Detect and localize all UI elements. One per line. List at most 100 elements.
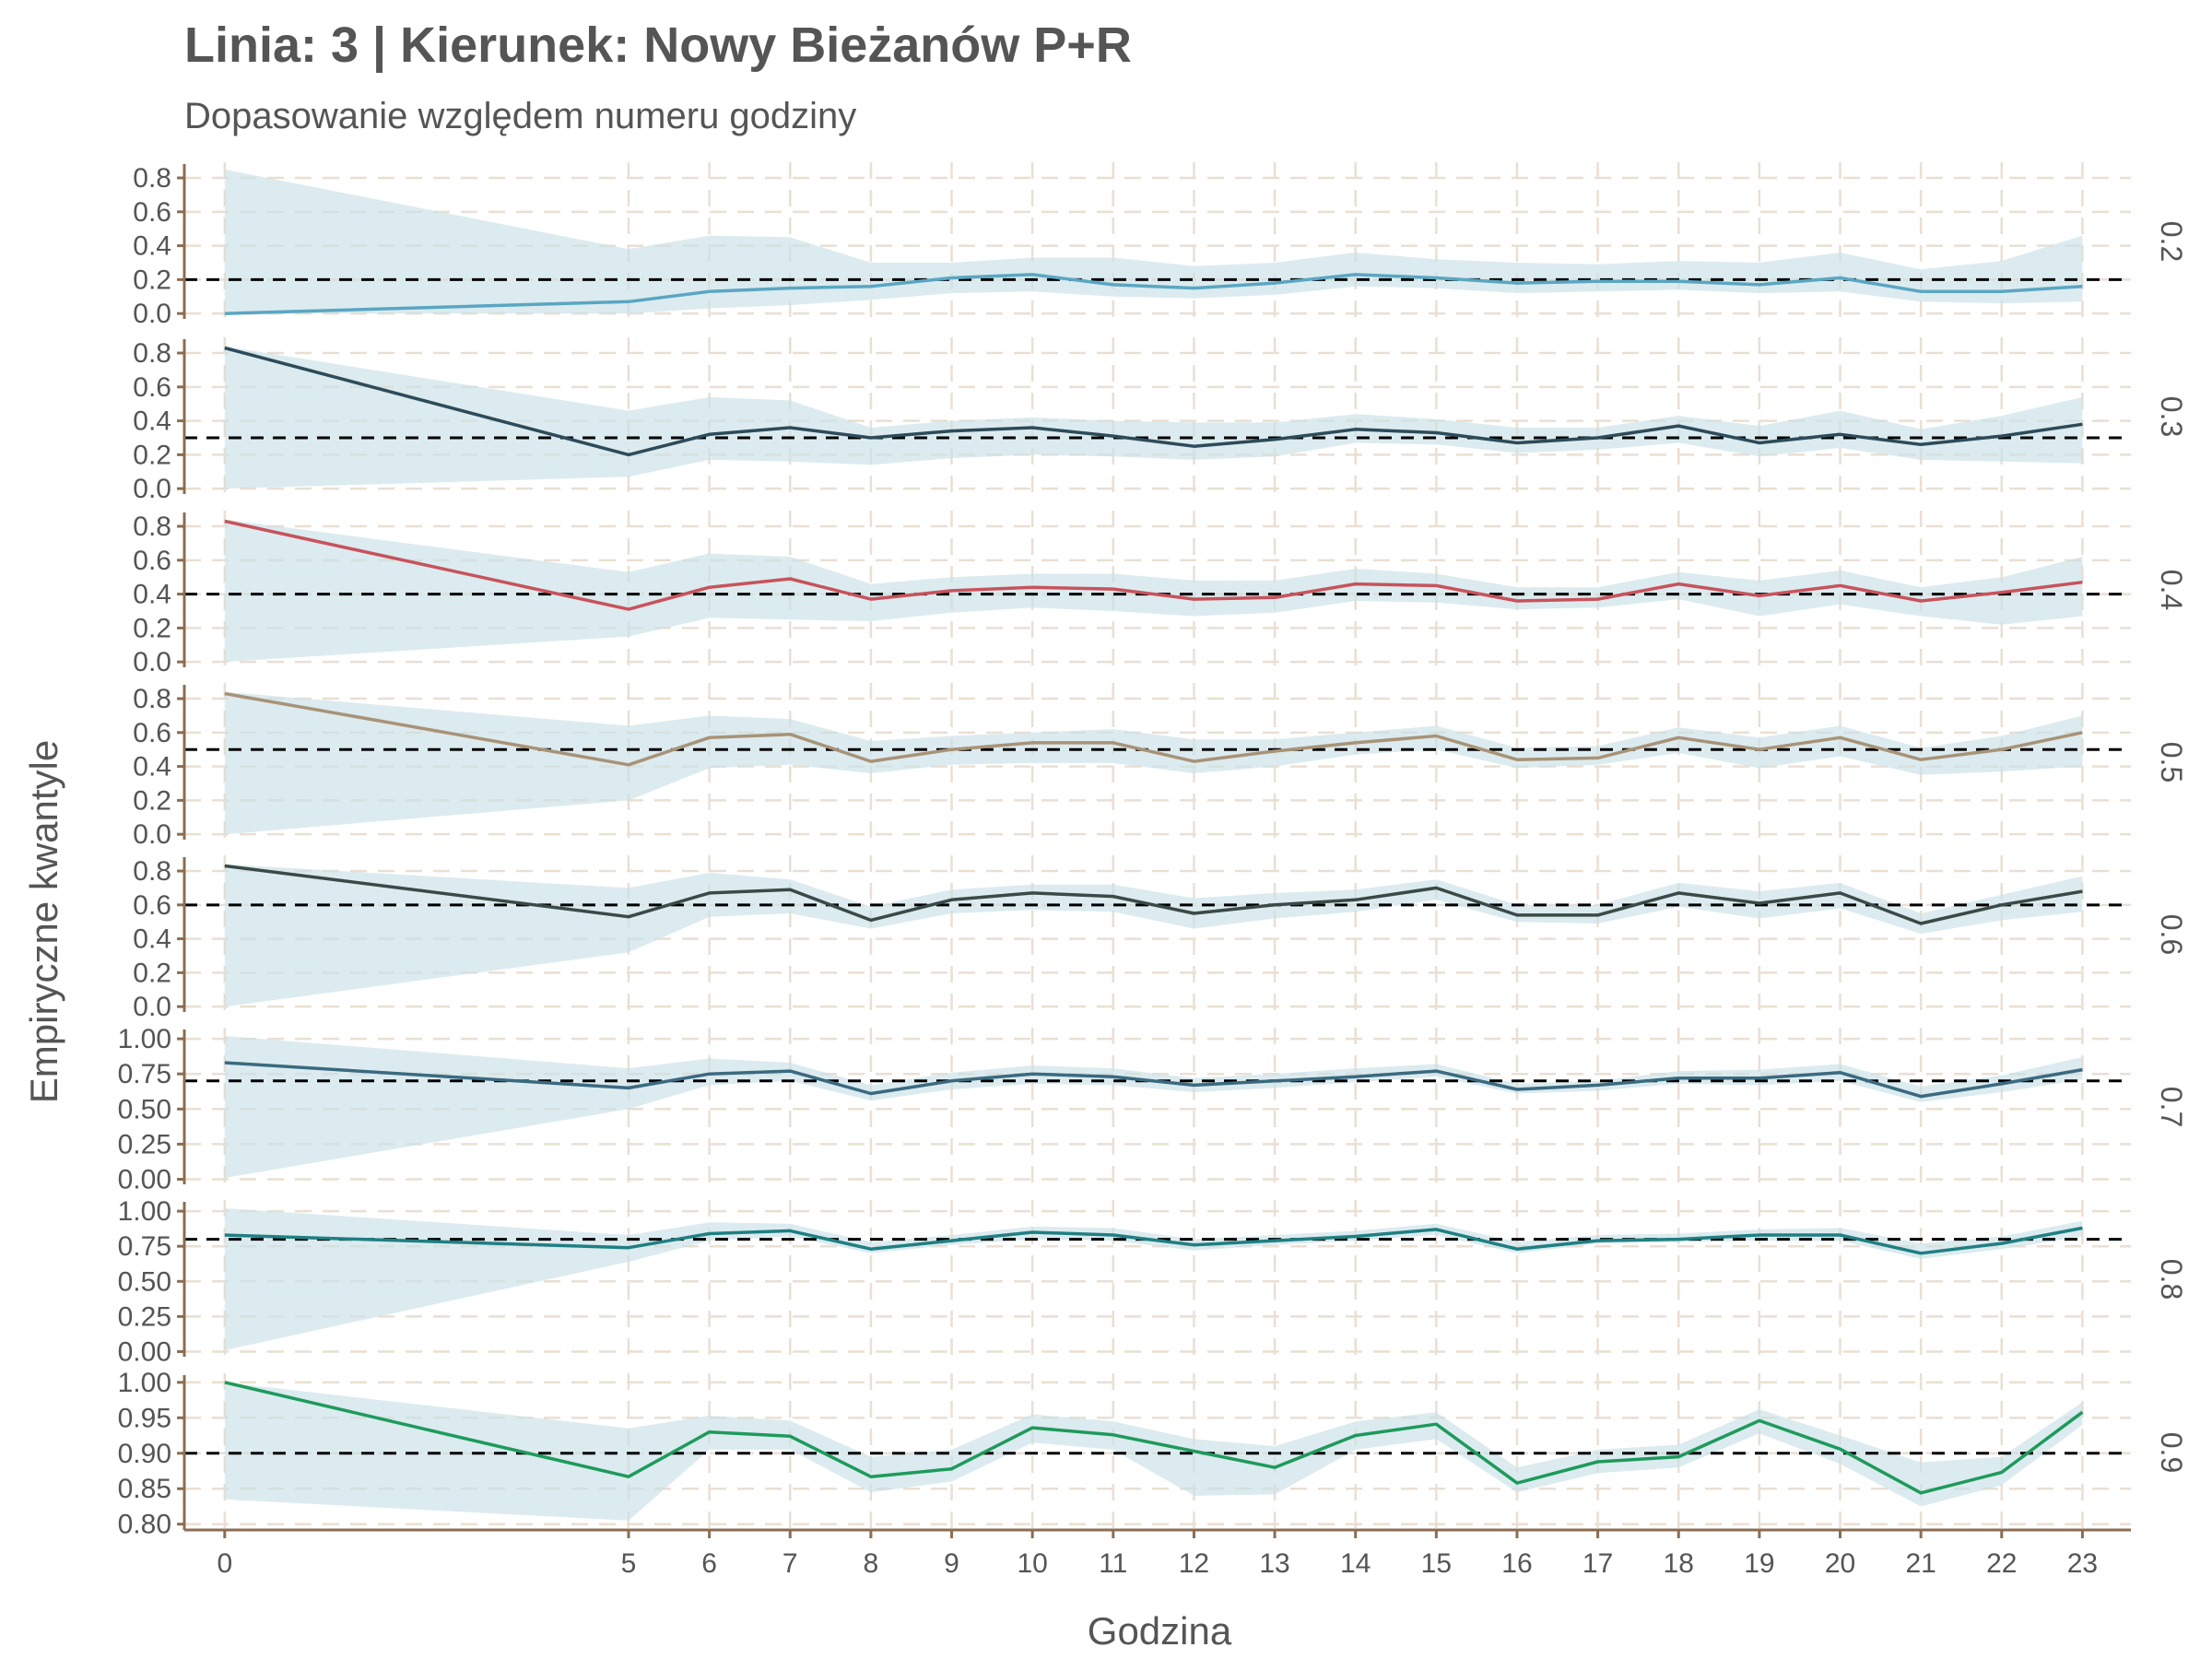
- panel-strip-label: 0.9: [2155, 1432, 2188, 1473]
- confidence-band: [224, 519, 2083, 663]
- y-tick-label: 0.6: [133, 890, 171, 921]
- x-tick-label: 12: [1179, 1548, 1209, 1579]
- y-tick-label: 0.2: [133, 613, 171, 643]
- x-tick-label: 22: [1986, 1548, 2017, 1579]
- y-tick-label: 0.2: [133, 440, 171, 470]
- y-tick-label: 0.95: [118, 1403, 171, 1433]
- panel-strip-label: 0.2: [2155, 221, 2188, 262]
- series-line: [224, 1061, 2083, 1099]
- y-tick-label: 0.0: [133, 299, 171, 329]
- panel-0.9: 0.80 0.85 0.90 0.95 1.00 0.9: [118, 1368, 2188, 1540]
- y-tick-label: 1.00: [118, 1196, 171, 1227]
- x-tick-label: 9: [944, 1548, 959, 1579]
- confidence-band: [224, 864, 2083, 1007]
- y-tick-label: 0.2: [133, 958, 171, 988]
- y-tick-label: 0.0: [133, 992, 171, 1022]
- panel-strip-label: 0.3: [2155, 396, 2188, 437]
- y-tick-label: 0.2: [133, 785, 171, 816]
- series-line: [224, 1226, 2083, 1255]
- panel-strip-label: 0.4: [2155, 570, 2188, 610]
- y-tick-label: 0.2: [133, 265, 171, 295]
- x-tick-label: 8: [864, 1548, 879, 1579]
- x-tick-label: 15: [1421, 1548, 1452, 1579]
- x-axis-title: Godzina: [1088, 1609, 1232, 1653]
- x-axis: 0 5 6 7 8 9 10 11 12 13 14 15 16 17 18 19 20 21 22 23: [184, 1528, 2131, 1579]
- x-tick-label: 18: [1664, 1548, 1694, 1579]
- x-tick-label: 14: [1340, 1548, 1371, 1579]
- y-axis-title: Empiryczne kwantyle: [22, 740, 65, 1103]
- panel-0.7: 0.00 0.25 0.50 0.75 1.00 0.7: [118, 1024, 2188, 1194]
- series-line: [224, 691, 2083, 767]
- series-line: [224, 1381, 2084, 1495]
- series-line: [224, 519, 2083, 611]
- series-line: [224, 273, 2083, 315]
- x-tick-label: 6: [701, 1548, 717, 1579]
- y-tick-label: 0.4: [133, 580, 171, 610]
- x-tick-label: 20: [1825, 1548, 1855, 1579]
- grid-lines: [184, 162, 2131, 1532]
- panel-0.2: 0.00.20.40.60.80.2: [133, 163, 2188, 329]
- y-tick-label: 0.80: [118, 1510, 171, 1540]
- y-tick-label: 0.8: [133, 163, 171, 194]
- series-line: [224, 864, 2083, 925]
- x-tick-label: 13: [1259, 1548, 1289, 1579]
- y-tick-label: 0.8: [133, 856, 171, 887]
- y-tick-label: 0.4: [133, 924, 171, 955]
- confidence-band: [224, 691, 2083, 835]
- x-tick-label: 7: [782, 1548, 798, 1579]
- panel-0.3: 0.0 0.20.40.60.8 0.3: [133, 338, 2188, 504]
- y-tick-label: 0.25: [118, 1301, 171, 1332]
- confidence-band: [224, 1036, 2083, 1178]
- y-tick-label: 0.4: [133, 231, 171, 262]
- y-tick-label: 1.00: [118, 1024, 171, 1054]
- x-tick-label: 17: [1583, 1548, 1613, 1579]
- x-tick-label: 11: [1099, 1548, 1127, 1579]
- confidence-band: [224, 346, 2083, 489]
- y-tick-label: 0.8: [133, 684, 171, 714]
- y-tick-label: 0.4: [133, 406, 171, 437]
- y-tick-label: 0.8: [133, 512, 171, 542]
- panel-0.6: 0.00.20.40.60.80.6: [133, 856, 2188, 1022]
- x-tick-label: 0: [217, 1548, 232, 1579]
- x-tick-label: 19: [1744, 1548, 1774, 1579]
- panel-strip-label: 0.6: [2155, 914, 2188, 955]
- y-tick-label: 0.50: [118, 1094, 171, 1124]
- y-tick-label: 0.6: [133, 546, 171, 576]
- panel-strip-label: 0.8: [2155, 1259, 2188, 1300]
- confidence-band: [224, 1208, 2083, 1350]
- chart-title: Linia: 3 | Kierunek: Nowy Bieżanów P+R: [184, 18, 1132, 73]
- y-tick-label: 0.8: [133, 338, 171, 369]
- x-tick-label: 16: [1501, 1548, 1532, 1579]
- x-tick-label: 10: [1017, 1548, 1047, 1579]
- y-tick-label: 0.25: [118, 1129, 171, 1159]
- y-tick-label: 0.00: [118, 1336, 171, 1367]
- y-tick-label: 0.75: [118, 1059, 171, 1089]
- y-tick-label: 0.0: [133, 819, 171, 850]
- y-tick-label: 0.6: [133, 197, 171, 228]
- y-tick-label: 0.75: [118, 1231, 171, 1262]
- confidence-band: [224, 1382, 2083, 1521]
- y-tick-label: 0.50: [118, 1266, 171, 1297]
- confidence-band: [224, 169, 2083, 314]
- x-tick-label: 21: [1905, 1548, 1936, 1579]
- panel-0.8: 0.00 0.25 0.50 0.75 1.00 0.8: [118, 1196, 2188, 1367]
- series-line: [224, 346, 2083, 457]
- x-tick-label: 5: [621, 1548, 637, 1579]
- y-tick-label: 0.90: [118, 1439, 171, 1469]
- y-tick-label: 0.85: [118, 1474, 171, 1504]
- panel-strip-label: 0.7: [2155, 1087, 2188, 1127]
- y-tick-label: 0.0: [133, 647, 171, 677]
- y-tick-label: 0.6: [133, 718, 171, 748]
- x-tick-label: 23: [2067, 1548, 2098, 1579]
- panel-strip-label: 0.5: [2155, 742, 2188, 782]
- y-tick-label: 1.00: [118, 1368, 171, 1398]
- y-tick-label: 0.6: [133, 372, 171, 403]
- panel-0.5: 0.00.20.4 0.6 0.8 0.5: [133, 684, 2188, 850]
- panels: 0.00.20.40.60.80.20.00.20.40.60.80.30.00…: [118, 163, 2188, 1540]
- chart-subtitle: Dopasowanie względem numeru godziny: [184, 96, 857, 136]
- y-tick-label: 0.0: [133, 474, 171, 504]
- panel-0.4: 0.00.20.40.60.80.4: [133, 512, 2188, 677]
- y-tick-label: 0.00: [118, 1164, 171, 1194]
- y-tick-label: 0.4: [133, 752, 171, 782]
